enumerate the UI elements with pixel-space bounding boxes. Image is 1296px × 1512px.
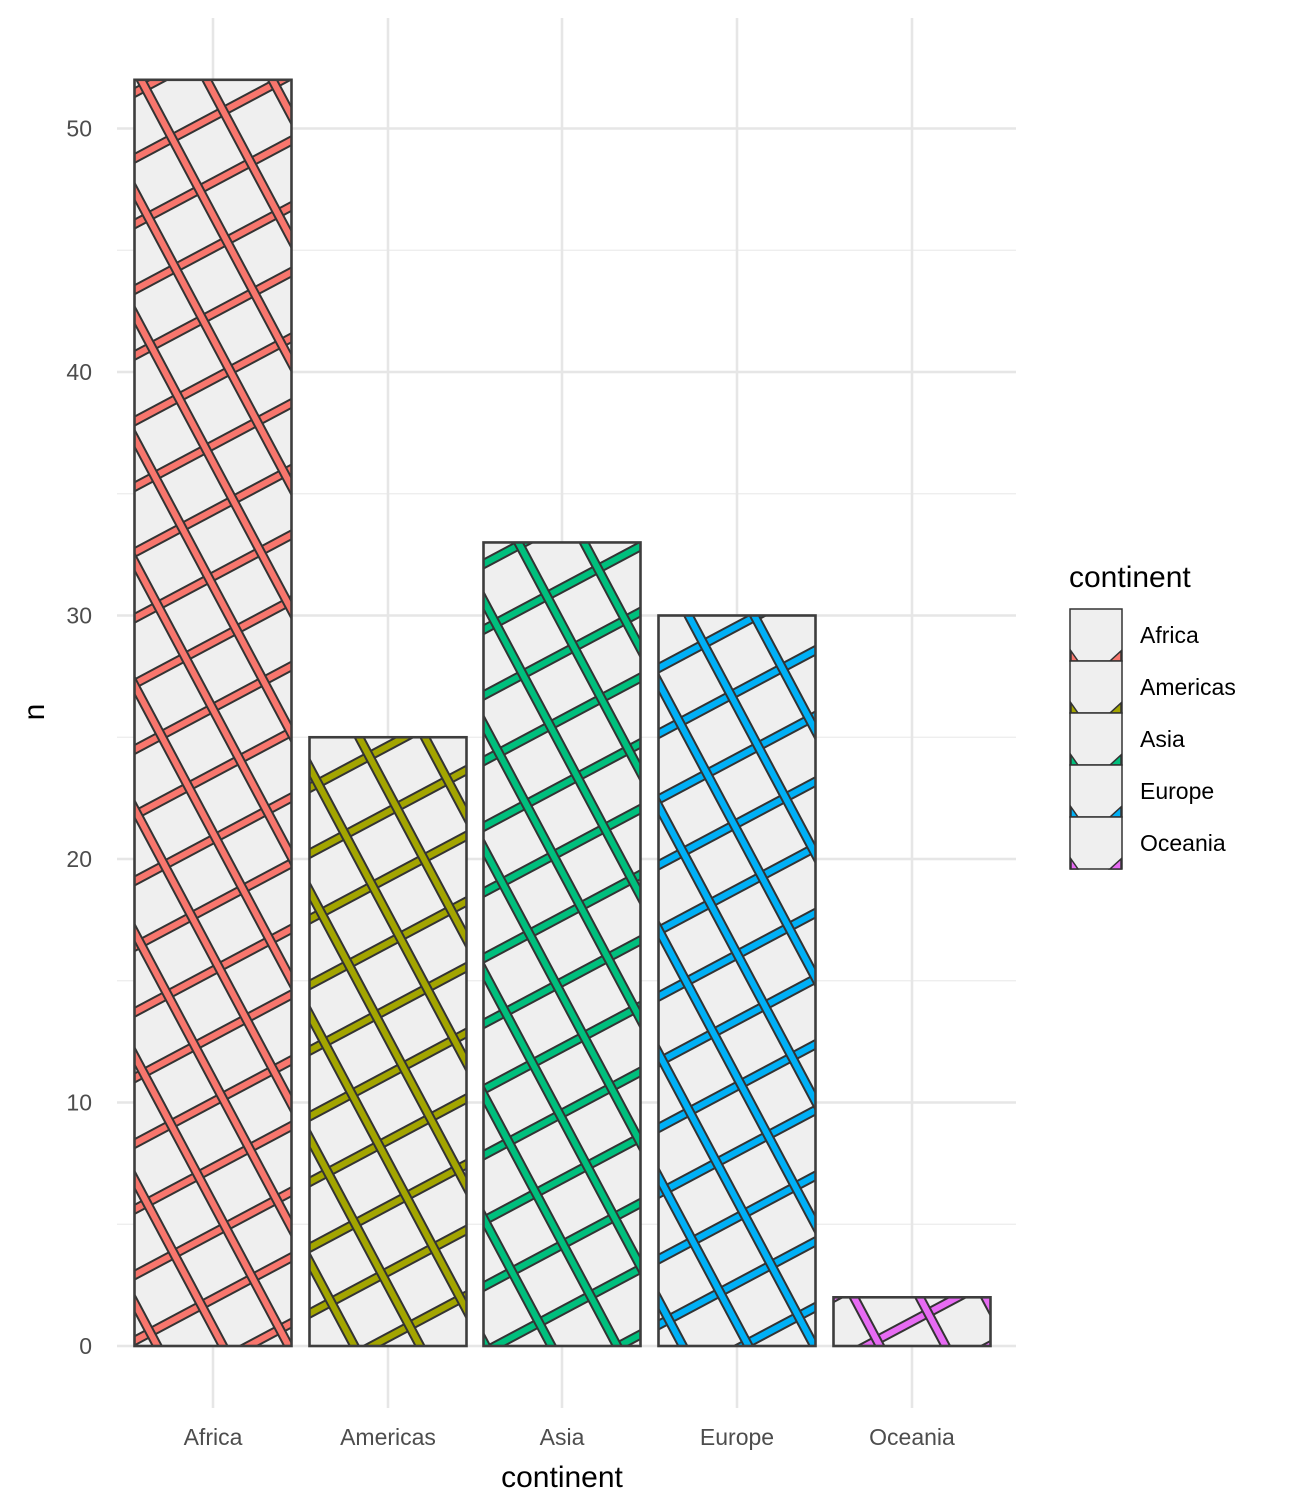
bars xyxy=(133,78,992,1348)
bar-outline xyxy=(482,541,642,1348)
legend-hatch-corner xyxy=(1070,856,1080,870)
x-axis-title: continent xyxy=(501,1461,623,1494)
bar-hatch xyxy=(309,737,467,1346)
bar-africa xyxy=(133,78,293,1348)
y-tick-label: 30 xyxy=(66,603,92,629)
x-tick-label: Europe xyxy=(700,1424,774,1450)
legend-label: Asia xyxy=(1140,726,1185,752)
legend-label: Europe xyxy=(1140,778,1214,804)
y-tick-label: 20 xyxy=(66,846,92,872)
bar-hatch xyxy=(658,615,816,1346)
y-axis-ticks: 0 10 20 30 40 50 xyxy=(66,116,92,1360)
legend-key-oceania xyxy=(1069,816,1123,870)
legend-key-americas xyxy=(1069,660,1123,714)
bar-asia xyxy=(482,541,642,1348)
bar-outline xyxy=(832,1296,992,1348)
bar-oceania xyxy=(832,1296,992,1348)
legend-swatch xyxy=(1069,764,1123,818)
x-tick-label: Americas xyxy=(340,1424,436,1450)
x-tick-label: Asia xyxy=(540,1424,585,1450)
x-axis-ticks: Africa Americas Asia Europe Oceania xyxy=(184,1424,955,1450)
legend-label: Africa xyxy=(1140,622,1199,648)
legend-label: Oceania xyxy=(1140,830,1226,856)
bar-outline xyxy=(308,735,468,1348)
legend-hatch-corner xyxy=(1108,857,1122,870)
y-tick-label: 0 xyxy=(79,1333,92,1359)
bar-outline xyxy=(133,78,293,1348)
legend-key-asia xyxy=(1069,712,1123,766)
legend-swatch xyxy=(1069,816,1123,870)
bar-hatch xyxy=(483,542,641,1346)
legend-swatch xyxy=(1069,660,1123,714)
legend-title: continent xyxy=(1069,561,1191,594)
y-tick-label: 40 xyxy=(66,359,92,385)
y-axis-title: n xyxy=(18,704,51,721)
legend-label: Americas xyxy=(1140,674,1236,700)
bar-outline xyxy=(657,614,817,1348)
bar-europe xyxy=(657,614,817,1348)
legend-key-africa xyxy=(1069,608,1123,662)
x-tick-label: Africa xyxy=(184,1424,243,1450)
legend: continent Africa Americas Asia Europe Oceani… xyxy=(1069,561,1236,870)
bar-hatch xyxy=(134,79,292,1346)
x-tick-label: Oceania xyxy=(869,1424,955,1450)
bar-americas xyxy=(308,735,468,1348)
legend-swatch xyxy=(1069,712,1123,766)
y-tick-label: 50 xyxy=(66,116,92,142)
legend-swatch xyxy=(1069,608,1123,662)
bar-hatch xyxy=(833,1297,991,1346)
legend-key-europe xyxy=(1069,764,1123,818)
y-tick-label: 10 xyxy=(66,1090,92,1116)
